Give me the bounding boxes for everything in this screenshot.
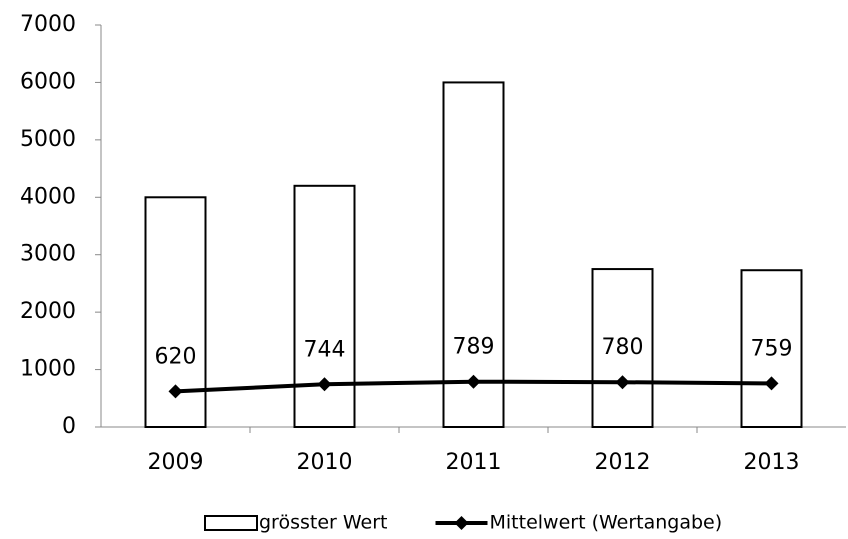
legend-swatch xyxy=(204,515,258,531)
bar xyxy=(442,81,505,429)
marker xyxy=(466,374,481,389)
legend: grösster Wert Mittelwert (Wertangabe) xyxy=(204,512,723,534)
legend-marker xyxy=(454,516,469,530)
y-tick-label: 1000 xyxy=(20,357,76,382)
marker xyxy=(764,376,779,391)
legend-label: grösster Wert xyxy=(259,512,388,534)
bar xyxy=(740,269,803,428)
x-tick-label: 2009 xyxy=(148,450,204,475)
bar xyxy=(591,268,654,429)
marker xyxy=(168,384,183,399)
y-tick-label: 2000 xyxy=(20,299,76,324)
x-tick-label: 2013 xyxy=(744,450,800,475)
x-tick-label: 2011 xyxy=(446,450,502,475)
y-tick-label: 7000 xyxy=(20,12,76,37)
y-tick-label: 4000 xyxy=(20,184,76,209)
y-tick-label: 3000 xyxy=(20,242,76,267)
legend-label: Mittelwert (Wertangabe) xyxy=(490,512,723,534)
y-tick-label: 0 xyxy=(62,414,76,439)
marker xyxy=(317,377,332,392)
y-tick-label: 5000 xyxy=(20,127,76,152)
x-tick-label: 2010 xyxy=(297,450,353,475)
marker xyxy=(615,375,630,390)
data-label: 744 xyxy=(304,337,346,362)
data-label: 620 xyxy=(155,344,197,369)
data-label: 789 xyxy=(453,335,495,360)
x-tick-label: 2012 xyxy=(595,450,651,475)
y-tick-label: 6000 xyxy=(20,69,76,94)
data-label: 759 xyxy=(751,336,793,361)
data-label: 780 xyxy=(602,335,644,360)
